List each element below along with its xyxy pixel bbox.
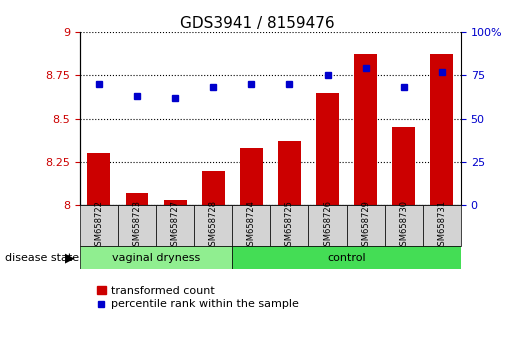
Bar bbox=[232, 246, 461, 269]
Text: GSM658731: GSM658731 bbox=[437, 200, 447, 251]
Text: GSM658728: GSM658728 bbox=[209, 200, 218, 251]
Bar bbox=[270, 205, 308, 246]
Text: GDS3941 / 8159476: GDS3941 / 8159476 bbox=[180, 16, 335, 31]
Bar bbox=[164, 200, 186, 205]
Bar bbox=[423, 205, 461, 246]
Text: GSM658729: GSM658729 bbox=[361, 200, 370, 251]
Text: vaginal dryness: vaginal dryness bbox=[112, 252, 200, 263]
Text: GSM658727: GSM658727 bbox=[170, 200, 180, 251]
Text: disease state: disease state bbox=[5, 252, 79, 263]
Text: control: control bbox=[328, 252, 366, 263]
Text: GSM658725: GSM658725 bbox=[285, 200, 294, 251]
Legend: transformed count, percentile rank within the sample: transformed count, percentile rank withi… bbox=[92, 282, 303, 314]
Bar bbox=[347, 205, 385, 246]
Text: GSM658730: GSM658730 bbox=[399, 200, 408, 251]
Bar bbox=[118, 205, 156, 246]
Bar bbox=[126, 193, 148, 205]
Bar bbox=[156, 205, 194, 246]
Text: GSM658724: GSM658724 bbox=[247, 200, 256, 251]
Text: GSM658722: GSM658722 bbox=[94, 200, 104, 251]
Bar bbox=[232, 205, 270, 246]
Text: GSM658726: GSM658726 bbox=[323, 200, 332, 251]
Bar bbox=[194, 205, 232, 246]
Bar bbox=[308, 205, 347, 246]
Bar bbox=[278, 141, 301, 205]
Bar bbox=[240, 148, 263, 205]
Bar bbox=[392, 127, 415, 205]
Bar bbox=[354, 55, 377, 205]
Bar bbox=[431, 55, 453, 205]
Bar bbox=[316, 92, 339, 205]
Bar bbox=[80, 246, 232, 269]
Bar bbox=[88, 153, 110, 205]
Text: GSM658723: GSM658723 bbox=[132, 200, 142, 251]
Text: ▶: ▶ bbox=[65, 251, 75, 264]
Bar bbox=[80, 205, 118, 246]
Bar bbox=[385, 205, 423, 246]
Bar bbox=[202, 171, 225, 205]
